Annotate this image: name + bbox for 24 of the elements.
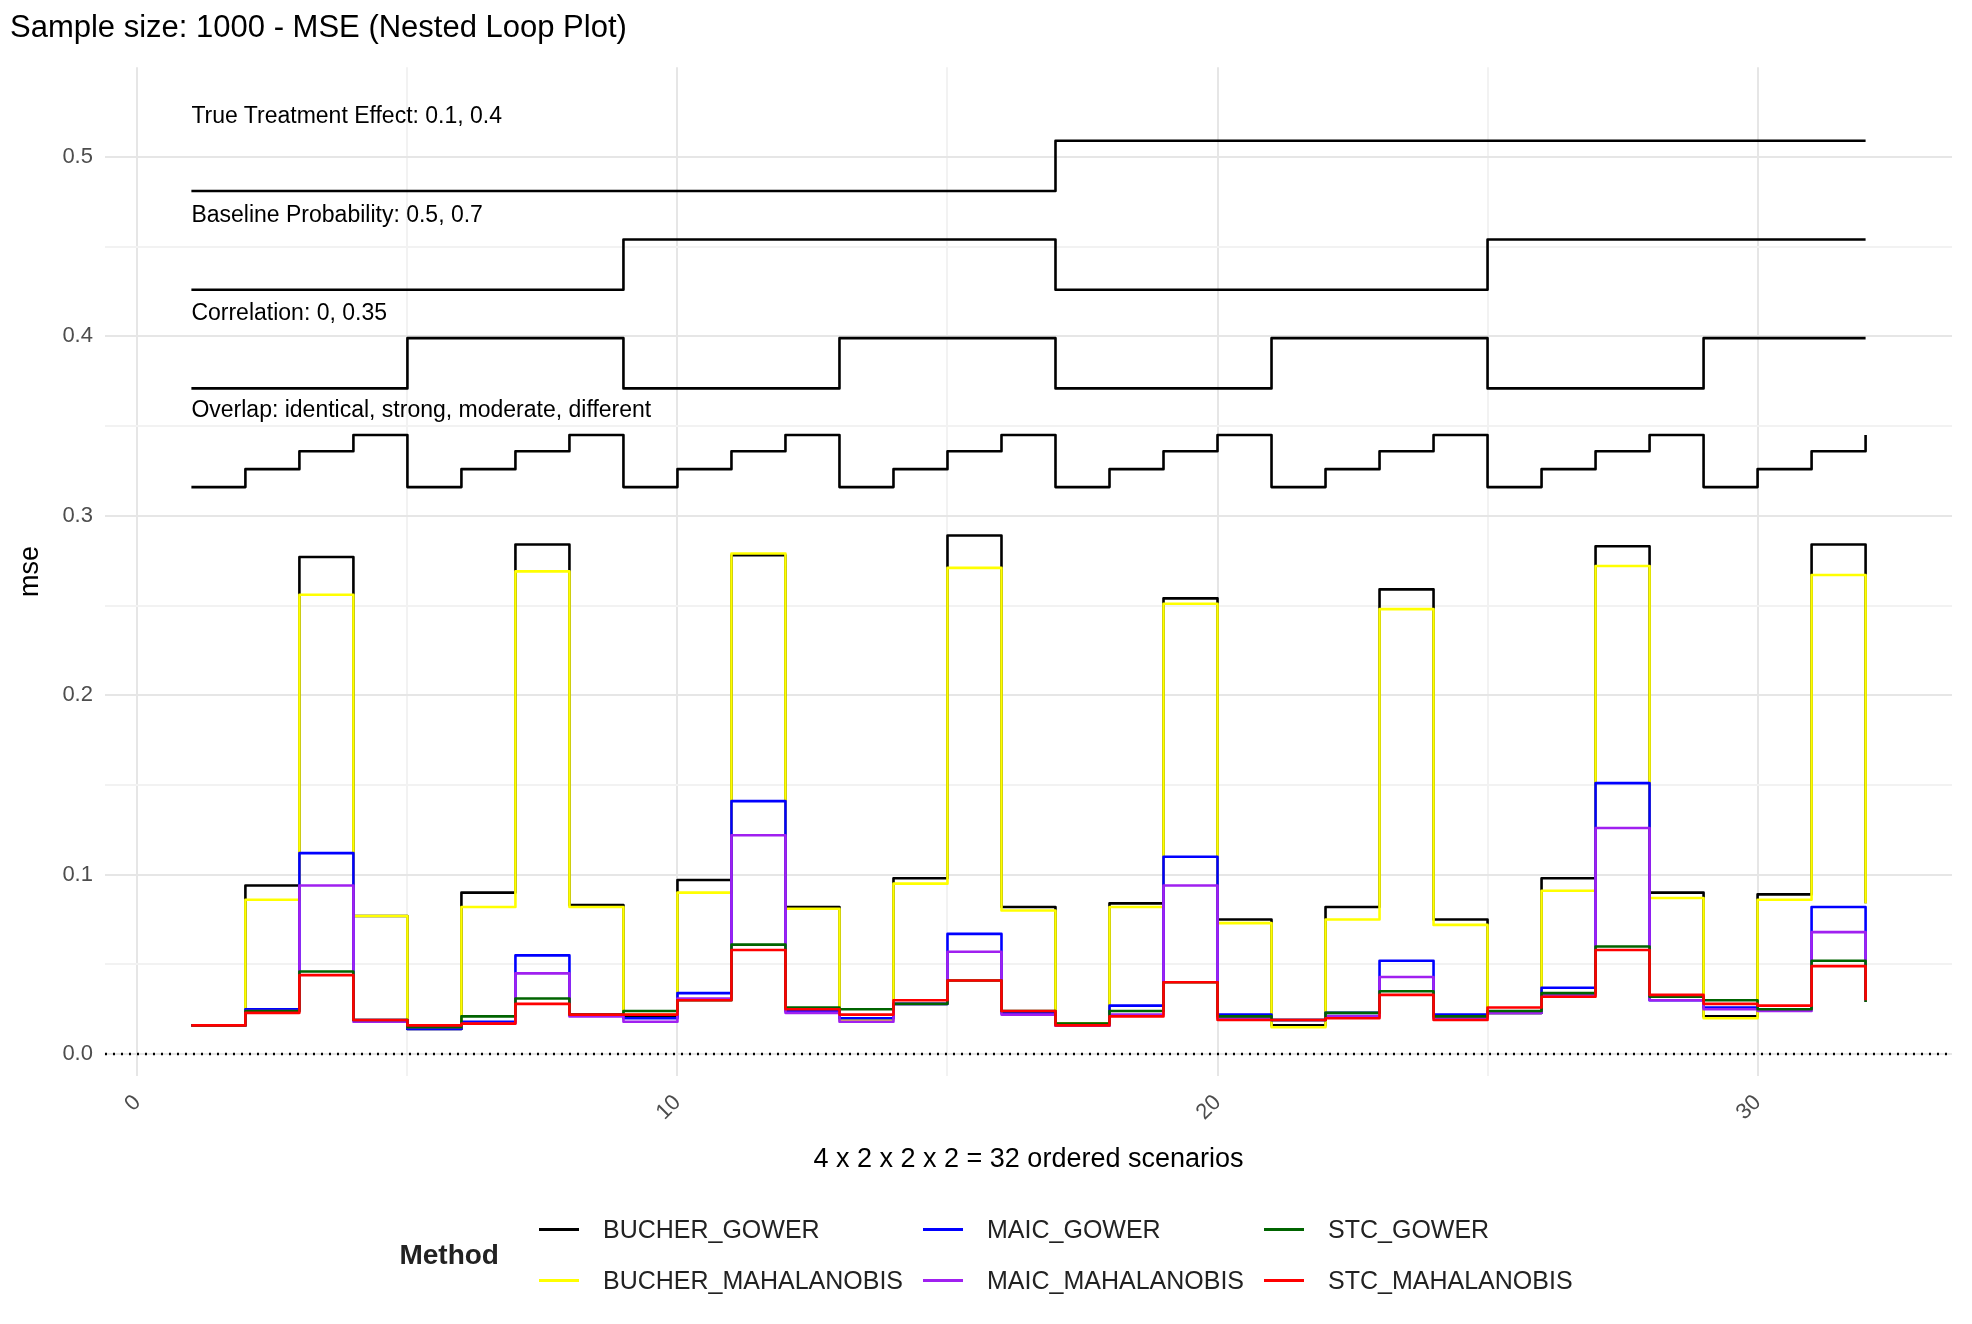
annotation: Overlap: identical, strong, moderate, different	[191, 396, 652, 423]
y-tick-label: 0.1	[62, 860, 93, 886]
y-tick-label: 0.2	[62, 681, 93, 707]
x-tick-label: 30	[1730, 1089, 1766, 1125]
annotation: Baseline Probability: 0.5, 0.7	[191, 200, 483, 227]
chart-title: Sample size: 1000 - MSE (Nested Loop Plot)	[10, 9, 627, 45]
legend-label: MAIC_GOWER	[987, 1215, 1161, 1244]
y-axis-title: mse	[13, 545, 44, 597]
legend-label: STC_MAHALANOBIS	[1328, 1266, 1573, 1295]
y-tick-label: 0.3	[62, 501, 93, 527]
legend-title: Method	[399, 1239, 499, 1271]
x-tick-label: 10	[650, 1089, 686, 1125]
legend-label: BUCHER_GOWER	[602, 1215, 820, 1244]
legend-label: MAIC_MAHALANOBIS	[987, 1266, 1245, 1295]
x-tick-label: 0	[118, 1089, 146, 1116]
legend-label: STC_GOWER	[1328, 1215, 1490, 1244]
x-axis-title: 4 x 2 x 2 x 2 = 32 ordered scenarios	[813, 1143, 1244, 1174]
y-tick-label: 0.4	[62, 322, 93, 348]
annotation: Correlation: 0, 0.35	[191, 299, 388, 326]
annotation: True Treatment Effect: 0.1, 0.4	[191, 102, 503, 129]
y-tick-label: 0.0	[62, 1040, 93, 1066]
legend-label: BUCHER_MAHALANOBIS	[602, 1266, 904, 1295]
x-tick-label: 20	[1190, 1089, 1226, 1125]
y-tick-label: 0.5	[62, 142, 93, 168]
